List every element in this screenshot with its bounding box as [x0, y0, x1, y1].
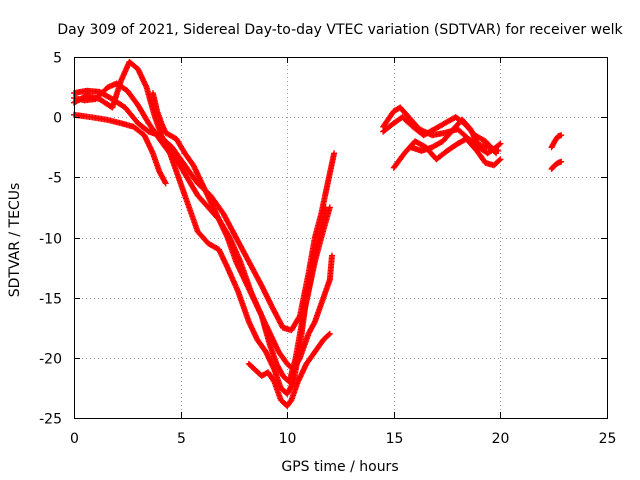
data-point: [326, 204, 333, 211]
y-tick-label: -20: [39, 352, 62, 368]
data-point: [496, 141, 503, 148]
chart-title: Day 309 of 2021, Sidereal Day-to-day VTE…: [57, 22, 623, 38]
data-point: [558, 132, 565, 139]
x-tick-label: 20: [492, 431, 510, 447]
data-point: [326, 330, 333, 337]
data-point: [497, 156, 504, 163]
data-point: [558, 158, 565, 165]
x-axis-tick-labels: 0 5 10 15 20 25: [70, 431, 616, 447]
data-point: [325, 331, 332, 338]
y-axis-label: SDTVAR / TECUs: [7, 183, 23, 298]
data-point: [497, 140, 504, 147]
data-point: [331, 150, 338, 157]
series-track-1: [71, 111, 169, 187]
y-axis-tick-labels: -25 -20 -15 -10 -5 0 5: [39, 51, 62, 428]
data-point: [328, 252, 335, 259]
y-tick-label: -5: [48, 171, 62, 187]
data-point: [496, 157, 503, 164]
y-tick-label: -10: [39, 232, 62, 248]
x-axis-label: GPS time / hours: [281, 459, 398, 475]
series-track-6: [245, 330, 333, 409]
series-track-12: [548, 158, 565, 172]
x-tick-label: 10: [279, 431, 297, 447]
x-tick-label: 25: [599, 431, 617, 447]
series-track-5: [149, 90, 335, 373]
x-tick-label: 0: [70, 431, 79, 447]
y-tick-label: 0: [53, 111, 62, 127]
data-point: [162, 180, 169, 187]
series-track-11: [548, 132, 565, 151]
y-tick-label: 5: [53, 51, 62, 67]
axis-ticks: [74, 57, 608, 419]
plot-area: [71, 58, 565, 409]
series-track-10: [407, 116, 504, 157]
x-tick-label: 15: [386, 431, 404, 447]
y-tick-label: -25: [39, 412, 62, 428]
x-tick-label: 5: [177, 431, 186, 447]
y-tick-label: -15: [39, 292, 62, 308]
series-track-9: [390, 135, 504, 171]
data-point: [493, 150, 500, 157]
